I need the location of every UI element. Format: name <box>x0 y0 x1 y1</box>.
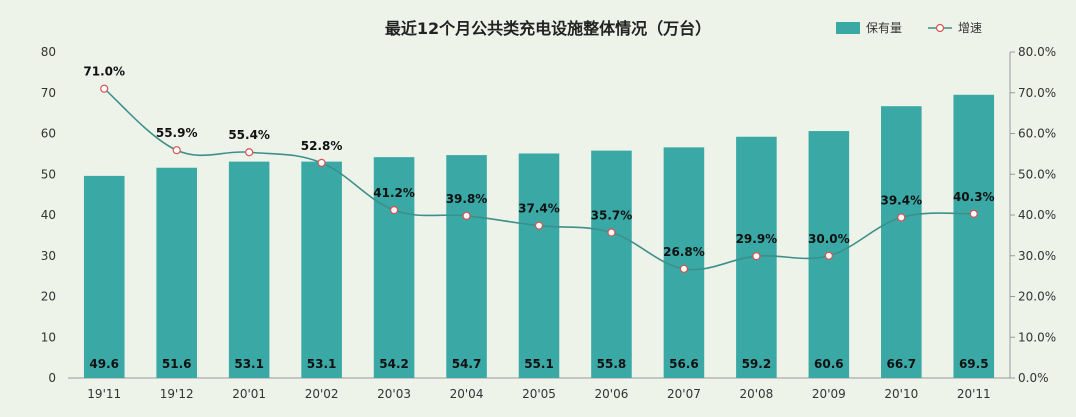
bar-value-label: 49.6 <box>89 357 119 371</box>
y-right-tick-label: 70.0% <box>1018 86 1056 100</box>
bar <box>518 153 560 378</box>
y-right-tick-label: 30.0% <box>1018 249 1056 263</box>
bar-value-label: 54.2 <box>379 357 409 371</box>
x-tick-label: 20'02 <box>305 387 339 401</box>
growth-point <box>824 251 833 260</box>
bar <box>83 175 125 378</box>
x-tick-label: 19'12 <box>160 387 194 401</box>
bar-value-label: 60.6 <box>814 357 844 371</box>
growth-value-label: 39.8% <box>446 192 488 206</box>
growth-point <box>245 148 254 157</box>
growth-value-label: 37.4% <box>518 202 560 216</box>
y-left-tick-label: 70 <box>41 86 56 100</box>
x-tick-label: 20'01 <box>232 387 266 401</box>
x-tick-label: 19'11 <box>87 387 121 401</box>
bar <box>663 147 705 378</box>
data-labels: 49.6 51.6 53.1 53.1 54.2 54.7 55.1 55.8 56.6 59.2… <box>83 65 994 371</box>
x-tick-label: 20'05 <box>522 387 556 401</box>
growth-value-label: 52.8% <box>301 139 343 153</box>
growth-point <box>897 213 906 222</box>
growth-point <box>679 264 689 273</box>
bar-value-label: 54.7 <box>452 357 482 371</box>
y-right-tick-label: 0.0% <box>1018 371 1049 385</box>
x-tick-label: 20'03 <box>377 387 411 401</box>
y-right-tick-label: 50.0% <box>1018 167 1056 181</box>
axes: 0 10 20 30 40 50 60 70 80 0.0% 10.0% 20.0% 30.0% 40.0… <box>41 45 1056 401</box>
x-tick-label: 20'04 <box>450 387 484 401</box>
x-tick-label: 20'06 <box>595 387 629 401</box>
x-tick-label: 20'08 <box>739 387 773 401</box>
bar-value-label: 59.2 <box>742 357 772 371</box>
growth-point <box>969 209 978 218</box>
bar-value-label: 66.7 <box>887 357 917 371</box>
bar <box>156 167 197 378</box>
bar <box>591 150 632 378</box>
growth-point <box>172 146 181 155</box>
growth-point <box>607 228 616 237</box>
growth-point <box>100 84 109 93</box>
legend-swatch-bar <box>836 22 860 34</box>
growth-point <box>462 211 471 220</box>
growth-value-label: 30.0% <box>808 232 850 246</box>
y-right-tick-label: 40.0% <box>1018 208 1056 222</box>
bar-value-label: 56.6 <box>669 357 699 371</box>
y-right-tick-label: 10.0% <box>1018 330 1056 344</box>
growth-value-label: 55.4% <box>228 128 270 142</box>
y-left-tick-label: 60 <box>41 127 56 141</box>
y-left-tick-label: 80 <box>41 45 56 59</box>
legend-marker <box>935 23 945 33</box>
growth-value-label: 29.9% <box>736 232 778 246</box>
legend-label-bar: 保有量 <box>866 21 902 35</box>
growth-value-label: 71.0% <box>83 65 125 79</box>
growth-value-label: 41.2% <box>373 186 415 200</box>
growth-value-label: 26.8% <box>663 245 705 259</box>
x-tick-label: 20'11 <box>957 387 991 401</box>
growth-point <box>317 158 326 167</box>
bar <box>301 161 342 378</box>
y-right-tick-label: 20.0% <box>1018 290 1056 304</box>
x-tick-label: 20'09 <box>812 387 846 401</box>
y-left-tick-label: 50 <box>41 167 56 181</box>
bar-value-label: 55.8 <box>597 357 627 371</box>
y-left-tick-label: 30 <box>41 249 56 263</box>
bar <box>373 157 415 378</box>
y-left-tick-label: 0 <box>48 371 56 385</box>
growth-value-label: 39.4% <box>880 193 922 207</box>
bars <box>83 94 995 378</box>
y-left-tick-label: 10 <box>41 330 56 344</box>
bar <box>446 155 487 378</box>
growth-point <box>389 206 399 215</box>
growth-point <box>534 221 544 230</box>
bar-value-label: 55.1 <box>524 357 554 371</box>
growth-value-label: 40.3% <box>953 190 995 204</box>
bar-value-label: 51.6 <box>162 357 192 371</box>
growth-line <box>100 84 978 273</box>
growth-value-label: 35.7% <box>591 209 633 223</box>
legend-label-line: 增速 <box>958 21 982 35</box>
y-right-tick-label: 60.0% <box>1018 127 1056 141</box>
y-left-tick-label: 20 <box>41 290 56 304</box>
y-left-tick-label: 40 <box>41 208 56 222</box>
growth-value-label: 55.9% <box>156 126 198 140</box>
x-tick-label: 20'10 <box>884 387 918 401</box>
bar <box>953 94 995 378</box>
chart-title: 最近12个月公共类充电设施整体情况（万台） <box>385 19 711 38</box>
bar-value-label: 53.1 <box>234 357 264 371</box>
x-tick-label: 20'07 <box>667 387 701 401</box>
bar-value-label: 53.1 <box>307 357 337 371</box>
growth-point <box>752 252 761 261</box>
legend: 保有量 增速 <box>836 21 982 35</box>
bar <box>881 106 922 378</box>
bar <box>228 161 270 378</box>
bar-value-label: 69.5 <box>959 357 989 371</box>
y-right-tick-label: 80.0% <box>1018 45 1056 59</box>
